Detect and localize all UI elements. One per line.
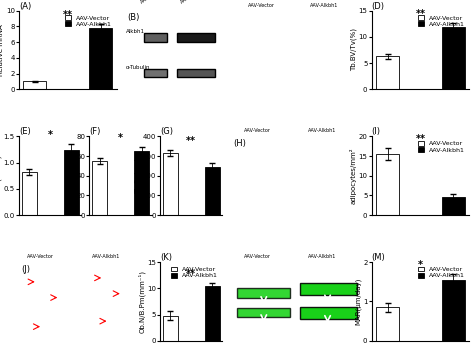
Y-axis label: MAR(μm/day): MAR(μm/day) (355, 278, 362, 325)
FancyBboxPatch shape (237, 308, 291, 317)
FancyBboxPatch shape (237, 288, 291, 297)
Text: AAV-Vector: AAV-Vector (244, 254, 271, 259)
Text: *: * (48, 130, 53, 140)
Text: AAV-Vector: AAV-Vector (248, 2, 275, 7)
Text: (H): (H) (233, 139, 246, 148)
Y-axis label: Tb.BV/Tv(%): Tb.BV/Tv(%) (351, 28, 357, 71)
Bar (205, 167, 219, 215)
Legend: AAV-Vector, AAV-Alkbh1: AAV-Vector, AAV-Alkbh1 (417, 14, 466, 28)
Text: AAV-Vector: AAV-Vector (140, 0, 164, 4)
FancyBboxPatch shape (144, 69, 167, 77)
Bar (163, 153, 178, 215)
Y-axis label: adipocytes/mm²: adipocytes/mm² (350, 147, 357, 204)
FancyBboxPatch shape (300, 283, 357, 295)
Bar (376, 307, 399, 341)
FancyBboxPatch shape (300, 307, 357, 319)
Text: (A): (A) (19, 2, 31, 11)
Text: (M): (M) (372, 253, 385, 262)
Legend: AAV-Vector, AAV-Alkbh1: AAV-Vector, AAV-Alkbh1 (64, 14, 113, 28)
Text: (K): (K) (160, 253, 172, 262)
Text: (L): (L) (233, 264, 244, 274)
Text: AAV-Vector: AAV-Vector (27, 254, 54, 259)
Text: AAV-Alkbh1: AAV-Alkbh1 (308, 254, 336, 259)
Y-axis label: Ob.N/B.Pm(mm⁻¹): Ob.N/B.Pm(mm⁻¹) (138, 270, 146, 333)
Text: *: * (118, 133, 123, 143)
Text: **: ** (415, 9, 426, 19)
Text: α-Tubulin: α-Tubulin (126, 65, 150, 70)
Text: **: ** (415, 134, 426, 144)
Legend: AAV-Vector, AAV-Alkbh1: AAV-Vector, AAV-Alkbh1 (417, 265, 466, 280)
Text: Alkbh1: Alkbh1 (126, 29, 145, 34)
FancyBboxPatch shape (144, 33, 167, 42)
Text: (E): (E) (19, 127, 31, 136)
Legend: AAV-Vector, AAV-Alkbh1: AAV-Vector, AAV-Alkbh1 (417, 140, 466, 154)
Text: *: * (418, 260, 423, 270)
Bar (376, 56, 399, 89)
Text: (J): (J) (22, 264, 31, 274)
FancyBboxPatch shape (177, 69, 215, 77)
Text: (F): (F) (90, 127, 101, 136)
Bar (92, 161, 107, 215)
Text: AAV-Alkbh1: AAV-Alkbh1 (92, 254, 120, 259)
Text: (D): (D) (372, 2, 384, 11)
Bar (89, 28, 112, 89)
Y-axis label: Tb.N(mm⁻¹): Tb.N(mm⁻¹) (0, 155, 2, 197)
Bar (376, 154, 399, 215)
Legend: AAV-Vector, AAV-Alkbh1: AAV-Vector, AAV-Alkbh1 (170, 265, 219, 280)
Text: AAV-Vector: AAV-Vector (244, 128, 271, 133)
Bar (442, 27, 465, 89)
Text: (B): (B) (128, 13, 140, 22)
Text: AAV-Alkbh1: AAV-Alkbh1 (308, 128, 336, 133)
Text: **: ** (186, 269, 196, 279)
Text: (G): (G) (160, 127, 173, 136)
Y-axis label: Tb.Sp(μm): Tb.Sp(μm) (135, 158, 141, 194)
Text: **: ** (186, 136, 196, 146)
Text: (C): (C) (233, 13, 246, 22)
Text: **: ** (63, 10, 73, 20)
Bar (442, 280, 465, 341)
Bar (134, 151, 149, 215)
Y-axis label: Relative mRNA: Relative mRNA (0, 24, 4, 76)
Bar (442, 197, 465, 215)
Bar (205, 286, 219, 341)
Text: (I): (I) (372, 127, 381, 136)
Bar (163, 316, 178, 341)
Y-axis label: Tb.Th(μm): Tb.Th(μm) (68, 158, 75, 194)
Text: AAV-Alkbh1: AAV-Alkbh1 (180, 0, 206, 4)
Text: AAV-Alkbh1: AAV-Alkbh1 (310, 2, 339, 7)
FancyBboxPatch shape (177, 33, 215, 42)
Bar (23, 81, 46, 89)
Bar (64, 149, 79, 215)
Bar (22, 172, 36, 215)
